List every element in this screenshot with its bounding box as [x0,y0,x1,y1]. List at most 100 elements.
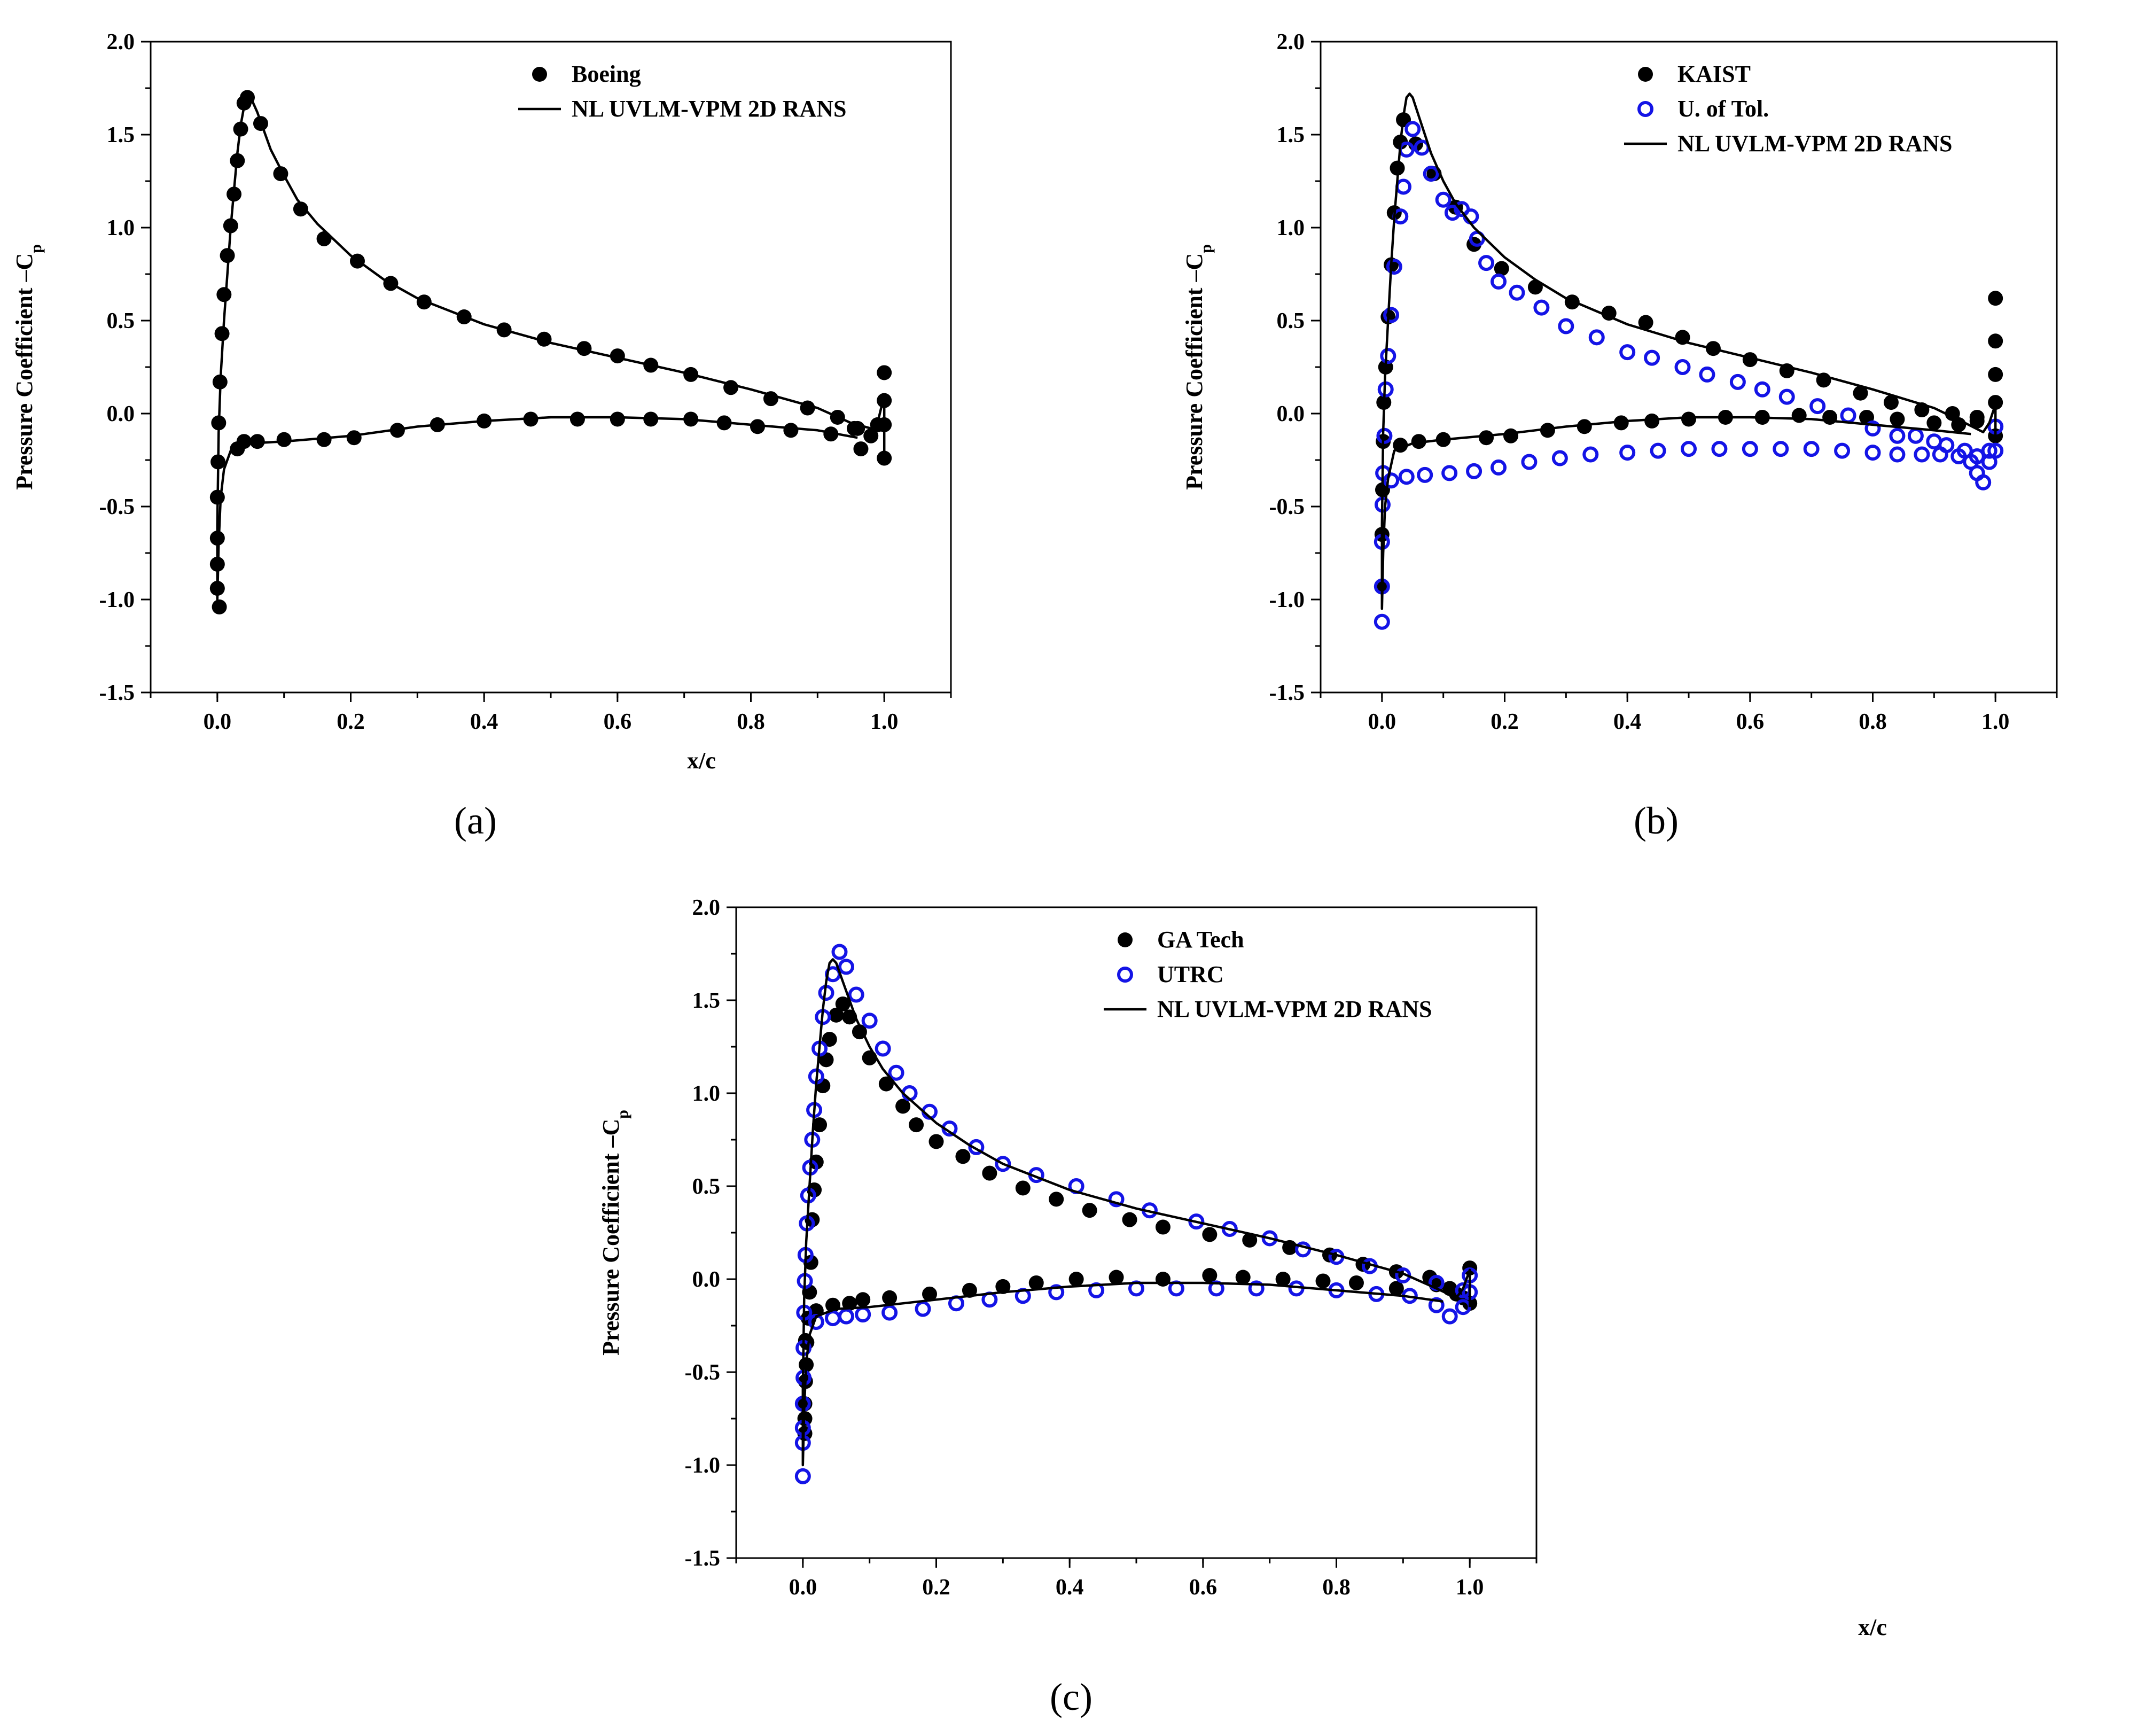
legend-label: KAIST [1677,61,1751,87]
data-point-ga-tech [1068,1272,1084,1287]
legend-label: NL UVLM-VPM 2D RANS [572,96,847,122]
data-point-kaist [1988,367,2003,382]
data-point-ga-tech [928,1134,944,1149]
data-point-u-of-tol- [1809,398,1826,415]
data-point-utrc [1441,1308,1458,1325]
data-point-utrc [915,1301,931,1317]
x-tick-label: 0.2 [922,1575,950,1600]
data-point-u-of-tol- [1398,469,1415,485]
data-point-utrc [838,959,854,975]
data-point-boeing [249,434,265,449]
y-tick-label: -1.5 [99,681,135,705]
data-point-u-of-tol- [1380,348,1396,364]
y-tick-label: 2.0 [692,896,721,920]
data-point-ga-tech [808,1154,824,1170]
data-point-u-of-tol- [1987,442,2004,459]
data-point-u-of-tol- [1681,441,1697,457]
data-point-u-of-tol- [1938,437,1955,454]
data-point-ga-tech [1015,1180,1031,1196]
data-point-boeing [346,430,362,446]
y-tick-label: -1.5 [1269,681,1305,705]
data-point-u-of-tol- [1889,446,1906,463]
data-point-ga-tech [895,1099,911,1114]
y-tick-label: 1.0 [107,216,135,240]
x-tick-label: 0.8 [737,710,765,734]
data-point-ga-tech [995,1279,1011,1294]
data-point-u-of-tol- [1386,259,1402,275]
data-point-utrc [1428,1297,1445,1313]
data-point-utrc [968,1139,985,1155]
data-point-u-of-tol- [1466,463,1482,479]
data-point-boeing [853,441,869,457]
y-tick-label: 0.0 [1277,402,1305,426]
data-point-kaist [1926,415,1942,431]
legend-label: NL UVLM-VPM 2D RANS [1157,996,1432,1022]
data-point-ga-tech [1422,1270,1438,1285]
series-line-simulation [801,958,1471,1467]
x-tick-label: 0.4 [1056,1575,1084,1600]
data-point-boeing [877,365,892,380]
data-point-u-of-tol- [1423,166,1439,182]
data-point-boeing [783,423,799,438]
data-point-kaist [1988,333,2003,349]
x-tick-label: 0.8 [1322,1575,1351,1600]
data-point-kaist [1638,315,1653,330]
chart-panel-2: 0.0 0.2 0.4 0.6 0.8 1.0 -1.5 -1.0 -0.5 0.0 0.5 1.0 1… [598,896,1887,1718]
data-point-ga-tech [1109,1270,1124,1285]
data-point-ga-tech [1242,1232,1258,1248]
data-point-utrc [1248,1280,1265,1297]
data-point-u-of-tol- [1778,388,1795,405]
data-point-u-of-tol- [1588,329,1605,346]
data-point-kaist [1681,411,1696,427]
x-axis-title: x/c [687,748,716,774]
series-line-simulation [216,96,886,601]
data-point-kaist [1945,406,1960,421]
data-point-ga-tech [962,1282,977,1298]
data-point-utrc [794,1468,811,1484]
data-point-ga-tech [822,1032,837,1047]
y-axis-title-subscript: p [27,244,45,253]
data-point-u-of-tol- [1754,381,1770,398]
data-point-kaist [1822,409,1838,425]
data-point-u-of-tol- [1444,205,1461,221]
data-point-utrc [888,1064,904,1081]
x-tick-label: 0.0 [1368,710,1396,734]
data-point-u-of-tol- [1914,446,1930,463]
data-point-u-of-tol- [1729,373,1746,390]
x-tick-label: 0.4 [1613,710,1642,734]
data-point-kaist [1969,413,1985,429]
y-tick-label: 0.5 [1277,309,1305,333]
legend-label: U. of Tol. [1677,96,1769,122]
data-point-kaist [1890,411,1905,427]
data-point-kaist [1644,413,1660,429]
y-axis-title-subscript: p [1197,244,1215,253]
data-point-utrc [881,1304,898,1321]
data-point-ga-tech [909,1117,924,1133]
x-tick-label: 1.0 [1981,710,2010,734]
y-tick-label: 0.0 [692,1267,721,1292]
y-tick-label: 0.5 [692,1174,721,1199]
y-tick-label: -0.5 [99,495,135,519]
data-point-u-of-tol- [1383,472,1400,489]
x-tick-label: 0.6 [604,710,632,734]
data-point-boeing [220,248,235,263]
data-point-ga-tech [955,1149,971,1164]
y-axis-title-subscript: p [614,1110,631,1119]
data-point-boeing [750,419,765,434]
data-point-ga-tech [812,1117,828,1133]
data-point-ga-tech [1028,1275,1044,1290]
data-point-u-of-tol- [1773,441,1789,457]
data-point-boeing [276,432,292,447]
x-tick-label: 0.6 [1189,1575,1218,1600]
data-point-boeing [293,201,308,217]
data-point-u-of-tol- [1956,442,1973,459]
data-point-u-of-tol- [1558,318,1574,334]
data-point-kaist [1883,395,1899,410]
data-point-u-of-tol- [1509,284,1525,301]
data-point-ga-tech [922,1286,938,1302]
data-point-ga-tech [1122,1212,1137,1227]
data-point-ga-tech [1202,1268,1218,1283]
data-point-kaist [1988,395,2003,410]
panel-caption: (b) [1634,799,1679,842]
